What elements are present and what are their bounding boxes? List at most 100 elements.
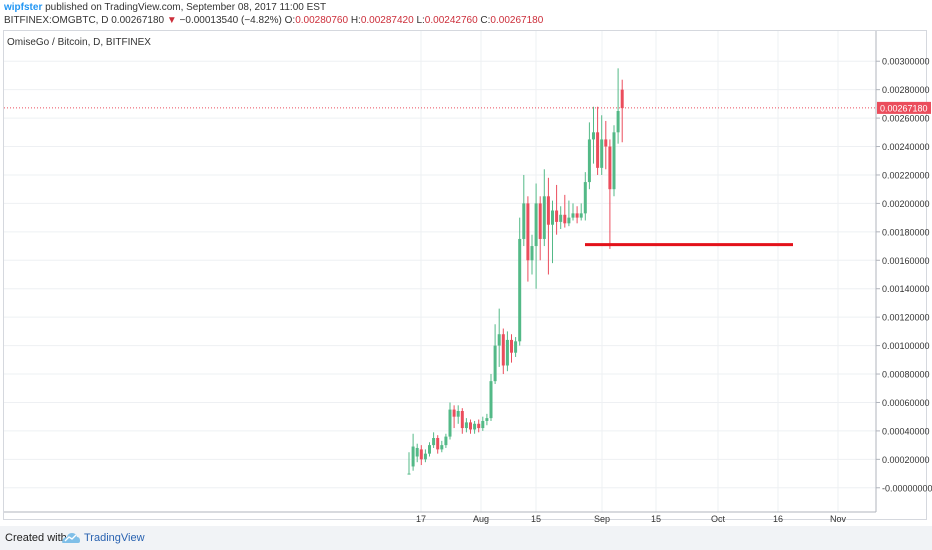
- candle-body: [567, 217, 571, 224]
- y-tick-label: 0.00140000: [882, 284, 930, 294]
- y-tick-label: 0.00220000: [882, 170, 930, 180]
- down-arrow-icon: ▼: [166, 15, 177, 26]
- candle-body: [428, 445, 431, 454]
- candle-body: [448, 409, 452, 437]
- candle-body: [497, 334, 501, 346]
- chart-frame[interactable]: [3, 30, 927, 520]
- open-label: O:: [284, 15, 296, 26]
- candle-body: [518, 238, 522, 342]
- candle-body: [460, 411, 464, 429]
- candle-body: [551, 210, 554, 225]
- candle-body: [538, 203, 542, 239]
- last-price-tag-label: 0.00267180: [880, 103, 928, 113]
- candle-body: [464, 422, 468, 429]
- open-value: 0.00280760: [295, 15, 349, 26]
- last-price-value: 0.00267180: [111, 15, 165, 26]
- high-label: H:: [350, 15, 361, 26]
- last-price-tag: [877, 101, 931, 114]
- y-tick-label: 0.00060000: [882, 398, 930, 408]
- candle-body: [501, 334, 505, 366]
- candle-body: [411, 446, 415, 467]
- publish-text: published on TradingView.com, September …: [45, 2, 327, 13]
- candle-body: [432, 438, 436, 446]
- candle-body: [514, 341, 518, 353]
- candle-body: [555, 210, 559, 222]
- x-tick-label: Sep: [594, 514, 610, 524]
- candle-body: [600, 139, 604, 168]
- candle-body: [546, 196, 550, 225]
- x-tick-label: 16: [773, 514, 783, 524]
- x-tick-label: Oct: [711, 514, 726, 524]
- candle-body: [596, 132, 600, 168]
- candle-body: [481, 420, 485, 429]
- tradingview-logo-icon[interactable]: [61, 531, 81, 545]
- y-tick-label: 0.00180000: [882, 227, 930, 237]
- candle-body: [571, 213, 575, 218]
- high-value: 0.00287420: [360, 15, 414, 26]
- author-link[interactable]: wipfster: [4, 2, 43, 13]
- symbol-label: BITFINEX:OMGBTC, D: [4, 15, 109, 26]
- candle-body: [583, 182, 587, 214]
- candle-body: [452, 409, 456, 417]
- candle-body: [587, 139, 591, 183]
- low-label: L:: [416, 15, 425, 26]
- y-tick-label: 0.00120000: [882, 313, 930, 323]
- y-tick-label: -0.00000000: [882, 483, 932, 493]
- candle-body: [489, 381, 493, 419]
- candle-body: [440, 445, 444, 450]
- candle-body: [522, 203, 526, 239]
- y-tick-label: 0.00080000: [882, 370, 930, 380]
- y-tick-label: 0.00040000: [882, 426, 930, 436]
- candle-body: [575, 213, 579, 218]
- y-tick-label: 0.00260000: [882, 114, 930, 124]
- candle-body: [608, 146, 612, 190]
- candle-body: [616, 110, 620, 133]
- candle-body: [419, 449, 423, 460]
- candle-body: [485, 418, 489, 421]
- tradingview-brand-link[interactable]: TradingView: [84, 532, 145, 544]
- candle-body: [415, 447, 419, 457]
- candle-body: [477, 423, 481, 429]
- candle-body: [407, 473, 411, 475]
- candle-body: [505, 339, 509, 366]
- candle-body: [530, 246, 534, 261]
- x-tick-label: 15: [651, 514, 661, 524]
- candle-body: [559, 214, 563, 222]
- candle-body: [444, 436, 448, 446]
- price-chart[interactable]: 0.00300000 0.00280000 0.00260000 0.00240000…: [0, 0, 932, 526]
- candle-body: [604, 139, 608, 147]
- y-tick-label: 0.00280000: [882, 85, 930, 95]
- candle-body: [493, 345, 497, 382]
- candle-body: [436, 438, 440, 450]
- candle-body: [510, 339, 513, 353]
- change-value: −0.00013540 (−4.82%): [179, 15, 282, 26]
- x-tick-label: Aug: [473, 514, 489, 524]
- candle-body: [456, 411, 460, 417]
- candle-body: [612, 132, 616, 190]
- candle-body: [526, 203, 530, 261]
- candle-body: [423, 453, 427, 460]
- close-label: C:: [480, 15, 491, 26]
- candle-body: [579, 213, 583, 218]
- chart-title: OmiseGo / Bitcoin, D, BITFINEX: [7, 37, 151, 48]
- candle-body: [563, 214, 567, 224]
- footer: Created with TradingView: [0, 526, 932, 550]
- candle-body: [620, 89, 624, 109]
- publish-info: wipfster published on TradingView.com, S…: [4, 1, 326, 14]
- y-tick-label: 0.00240000: [882, 142, 930, 152]
- low-value: 0.00242760: [424, 15, 478, 26]
- candle-body: [534, 203, 538, 247]
- y-tick-label: 0.00100000: [882, 341, 930, 351]
- candle-body: [473, 423, 477, 430]
- x-tick-label: 17: [416, 514, 426, 524]
- candle-body: [542, 196, 546, 239]
- candle-body: [469, 422, 472, 430]
- y-tick-label: 0.00160000: [882, 256, 930, 266]
- symbol-info: BITFINEX:OMGBTC, D 0.00267180 ▼ −0.00013…: [4, 14, 543, 27]
- chart-header: wipfster published on TradingView.com, S…: [0, 0, 932, 28]
- x-tick-label: 15: [531, 514, 541, 524]
- candle-body: [592, 132, 595, 140]
- close-value: 0.00267180: [490, 15, 544, 26]
- created-with-label: Created with: [5, 532, 67, 544]
- y-tick-label: 0.00300000: [882, 57, 930, 67]
